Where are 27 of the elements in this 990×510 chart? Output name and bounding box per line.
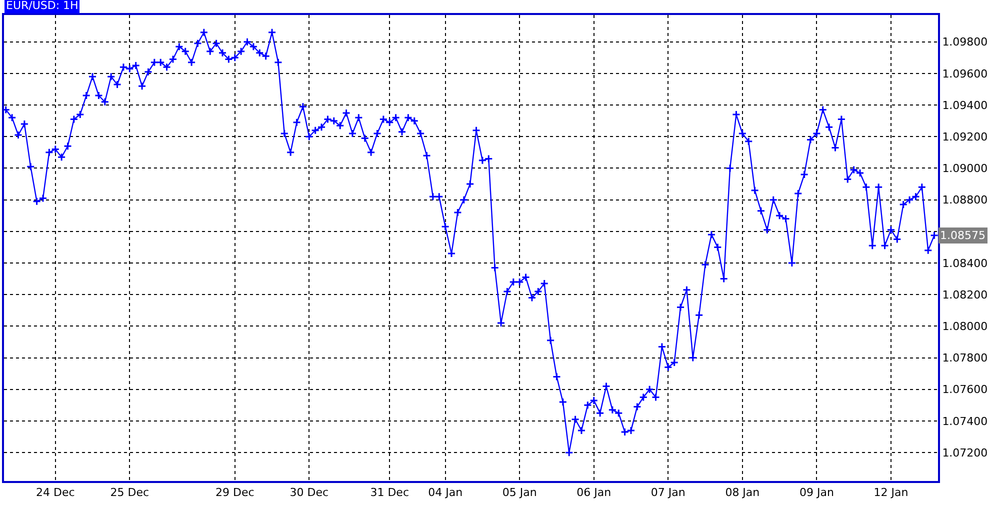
y-tick-label: 1.07600 bbox=[942, 383, 988, 396]
y-tick-label: 1.07800 bbox=[942, 352, 988, 365]
x-tick-label: 29 Dec bbox=[215, 486, 254, 500]
x-tick-label: 04 Jan bbox=[428, 486, 463, 500]
x-tick-label: 24 Dec bbox=[36, 486, 75, 500]
x-tick-label: 05 Jan bbox=[502, 486, 537, 500]
y-tick-label: 1.09200 bbox=[942, 130, 988, 144]
x-tick-label: 30 Dec bbox=[290, 486, 329, 500]
y-tick-label: 1.08000 bbox=[942, 320, 988, 334]
x-tick-label: 12 Jan bbox=[874, 486, 908, 500]
x-tick-label: 06 Jan bbox=[576, 486, 612, 500]
chart-title: EUR/USD: 1H bbox=[6, 0, 78, 12]
y-tick-label: 1.08200 bbox=[942, 288, 988, 302]
y-tick-label: 1.09400 bbox=[942, 98, 988, 112]
x-tick-label: 31 Dec bbox=[370, 486, 409, 500]
y-tick-label: 1.09000 bbox=[942, 162, 988, 176]
x-tick-label: 09 Jan bbox=[799, 486, 834, 500]
x-tick-label: 08 Jan bbox=[725, 486, 760, 500]
text: 1.08575 bbox=[940, 229, 986, 242]
x-tick-label: 07 Jan bbox=[650, 486, 686, 500]
y-tick-label: 1.08400 bbox=[942, 256, 988, 270]
y-tick-label: 1.09600 bbox=[942, 67, 988, 80]
y-tick-label: 1.08800 bbox=[942, 194, 988, 207]
x-tick-label: 25 Dec bbox=[110, 486, 150, 500]
y-tick-label: 1.07200 bbox=[942, 446, 988, 460]
y-tick-label: 1.09800 bbox=[942, 36, 988, 49]
y-tick-label: 1.07400 bbox=[942, 414, 988, 428]
